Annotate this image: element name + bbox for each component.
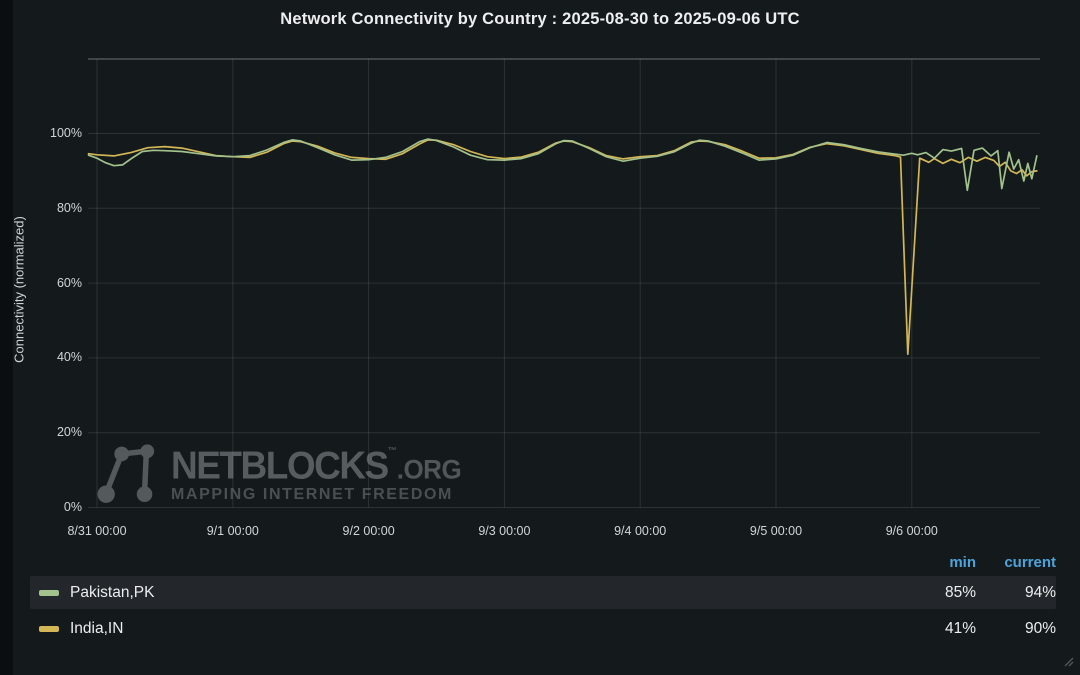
y-axis-tick: 20% (56, 425, 82, 440)
legend-current-pakistan: 94% (1024, 583, 1056, 601)
legend-table: min current Pakistan,PK 85% 94% India,IN… (30, 551, 1056, 645)
panel-resize-handle[interactable] (1062, 655, 1074, 667)
legend-column-min[interactable]: min (949, 553, 976, 571)
legend-column-current[interactable]: current (1004, 553, 1056, 571)
series-line-pakistan-pk (87, 138, 1038, 192)
legend-current-india: 90% (1024, 619, 1056, 637)
x-axis-tick: 9/6 00:00 (885, 524, 938, 538)
x-axis-tick: 9/4 00:00 (614, 524, 667, 538)
x-axis-tick: 9/1 00:00 (206, 524, 259, 538)
connectivity-chart[interactable] (0, 0, 1080, 545)
legend-min-india: 41% (944, 619, 976, 637)
left-edge-strip (0, 0, 13, 675)
legend-row-pakistan[interactable]: Pakistan,PK 85% 94% (30, 576, 1056, 609)
y-axis-tick: 100% (50, 126, 82, 140)
series-line-india-in (87, 139, 1038, 356)
x-axis-tick: 9/3 00:00 (478, 524, 531, 538)
pakistan-series-swatch (39, 589, 59, 596)
y-axis-tick: 40% (56, 350, 82, 365)
india-series-swatch (39, 625, 59, 632)
legend-row-india[interactable]: India,IN 41% 90% (30, 612, 1056, 645)
legend-label-india[interactable]: India,IN (70, 619, 124, 637)
x-axis-tick: 9/5 00:00 (749, 524, 803, 538)
y-axis-tick: 0% (63, 500, 82, 514)
legend-header: min current (30, 551, 1056, 573)
y-axis-tick: 60% (56, 275, 82, 290)
legend-min-pakistan: 85% (944, 583, 976, 601)
y-axis-tick: 80% (56, 200, 82, 215)
legend-label-pakistan[interactable]: Pakistan,PK (70, 583, 155, 601)
x-axis-tick: 9/2 00:00 (342, 524, 395, 538)
panel-title: Network Connectivity by Country : 2025-0… (280, 10, 800, 28)
x-axis-tick: 8/31 00:00 (67, 524, 127, 538)
